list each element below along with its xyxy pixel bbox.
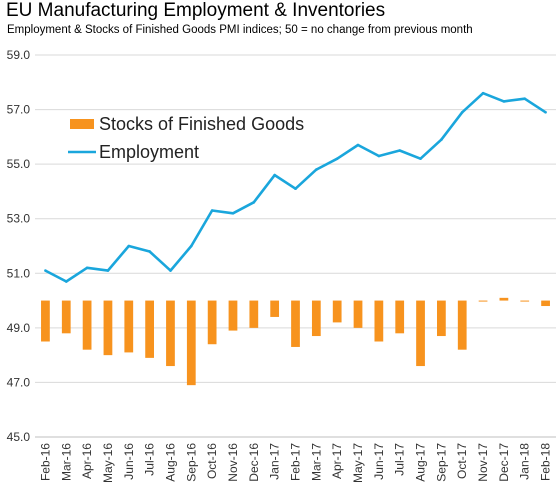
y-tick-label: 51.0: [7, 266, 31, 280]
line-point-Dec-16: [252, 201, 256, 204]
y-tick-label: 55.0: [7, 157, 31, 171]
x-tick-label: Mar-17: [309, 443, 323, 481]
y-tick-label: 49.0: [7, 321, 31, 335]
bar-Mar-16: [61, 300, 71, 334]
x-tick-label: Sep-16: [184, 443, 198, 482]
line-point-Nov-16: [231, 211, 235, 215]
y-tick-label: 59.0: [7, 48, 31, 62]
bar-Dec-16: [249, 300, 259, 328]
legend-label-stocks: Stocks of Finished Goods: [99, 114, 304, 134]
bar-series: [41, 297, 550, 386]
line-point-Sep-17: [440, 138, 443, 141]
x-tick-label: Jul-17: [393, 443, 407, 476]
x-tick-label: Sep-17: [434, 443, 448, 482]
x-tick-label: Dec-17: [497, 443, 511, 482]
bar-Feb-17: [291, 300, 300, 347]
bar-Nov-16: [228, 300, 238, 331]
line-point-Feb-17: [294, 187, 297, 190]
bar-Sep-17: [437, 300, 446, 337]
bar-Jun-16: [124, 300, 134, 353]
x-tick-label: Apr-16: [80, 443, 94, 479]
bar-Aug-16: [166, 300, 175, 367]
x-axis: Feb-16 Mar-16 Apr-16 May-16 Jun-16 Jul-16 Aug-…: [35, 436, 556, 483]
x-tick-label: Aug-16: [163, 443, 177, 482]
x-tick-label: Feb-18: [539, 443, 553, 481]
x-tick-label: Oct-17: [455, 443, 469, 479]
bar-Nov-17: [478, 300, 488, 302]
line-point-Jul-16: [148, 250, 151, 253]
x-tick-label: May-16: [101, 443, 115, 483]
x-tick-label: Dec-16: [247, 443, 261, 482]
x-tick-label: Aug-17: [414, 443, 428, 482]
x-tick-label: Nov-17: [476, 443, 490, 482]
bar-Mar-17: [311, 300, 321, 337]
gridlines: [35, 54, 556, 438]
line-point-Dec-17: [502, 100, 506, 103]
x-tick-label: Jun-17: [372, 443, 386, 480]
bar-Aug-17: [416, 300, 425, 367]
line-point-Nov-17: [481, 91, 485, 95]
y-tick-label: 47.0: [7, 375, 31, 389]
x-tick-label: Feb-16: [38, 443, 52, 481]
x-tick-label: Jun-16: [122, 443, 136, 480]
bar-Sep-16: [186, 300, 196, 386]
line-point-Sep-16: [190, 244, 193, 248]
line-point-Jan-18: [523, 97, 527, 100]
legend-label-employment: Employment: [99, 142, 199, 162]
line-point-May-16: [106, 269, 110, 272]
bar-Apr-16: [82, 300, 92, 350]
bar-Apr-17: [332, 300, 342, 323]
x-tick-label: Jan-18: [518, 443, 532, 480]
line-point-Feb-18: [544, 111, 547, 114]
line-point-Apr-17: [335, 157, 339, 160]
line-point-Oct-16: [210, 209, 214, 212]
y-tick-label: 45.0: [7, 430, 31, 444]
bar-Feb-18: [541, 300, 550, 307]
line-point-Oct-17: [460, 111, 464, 114]
chart-title: EU Manufacturing Employment & Inventorie…: [6, 0, 386, 21]
line-point-Apr-16: [85, 266, 89, 270]
bar-Feb-16: [41, 300, 50, 342]
bar-May-16: [103, 300, 113, 356]
bar-Jun-17: [374, 300, 384, 342]
line-point-Mar-16: [64, 280, 68, 283]
line-point-Jun-16: [127, 244, 131, 248]
line-point-Mar-17: [315, 168, 318, 171]
bar-Oct-16: [207, 300, 217, 345]
x-tick-label: Jan-17: [268, 443, 282, 480]
bar-Jan-17: [270, 300, 280, 317]
bar-Jul-17: [395, 300, 405, 334]
bar-Jan-18: [520, 300, 530, 302]
line-point-Aug-16: [169, 269, 172, 272]
bar-Oct-17: [457, 300, 467, 350]
x-tick-label: Feb-17: [289, 443, 303, 481]
line-point-Jul-17: [398, 149, 402, 152]
bar-Jul-16: [145, 300, 154, 358]
y-tick-label: 53.0: [7, 212, 31, 226]
bar-Dec-17: [499, 297, 509, 301]
x-tick-label: Oct-16: [205, 443, 219, 479]
y-tick-label: 57.0: [7, 103, 31, 117]
line-point-May-17: [356, 143, 360, 147]
line-point-Jan-17: [273, 173, 276, 177]
x-tick-label: Apr-17: [330, 443, 344, 479]
line-point-Feb-16: [44, 269, 47, 272]
line-point-Jun-17: [377, 154, 381, 158]
legend-bar-swatch: [70, 119, 94, 129]
x-tick-label: Nov-16: [226, 443, 240, 482]
x-tick-label: Jul-16: [143, 443, 157, 476]
bar-May-17: [353, 300, 363, 328]
line-point-Aug-17: [419, 157, 422, 160]
x-tick-label: May-17: [351, 443, 365, 483]
chart-subtitle: Employment & Stocks of Finished Goods PM…: [7, 24, 473, 36]
legend: Stocks of Finished Goods Employment: [68, 114, 304, 162]
x-tick-label: Mar-16: [59, 443, 73, 481]
line-series: [44, 91, 547, 283]
y-axis: 45.0 47.0 49.0 51.0 53.0 55.0 57.0 59.0: [7, 48, 31, 444]
